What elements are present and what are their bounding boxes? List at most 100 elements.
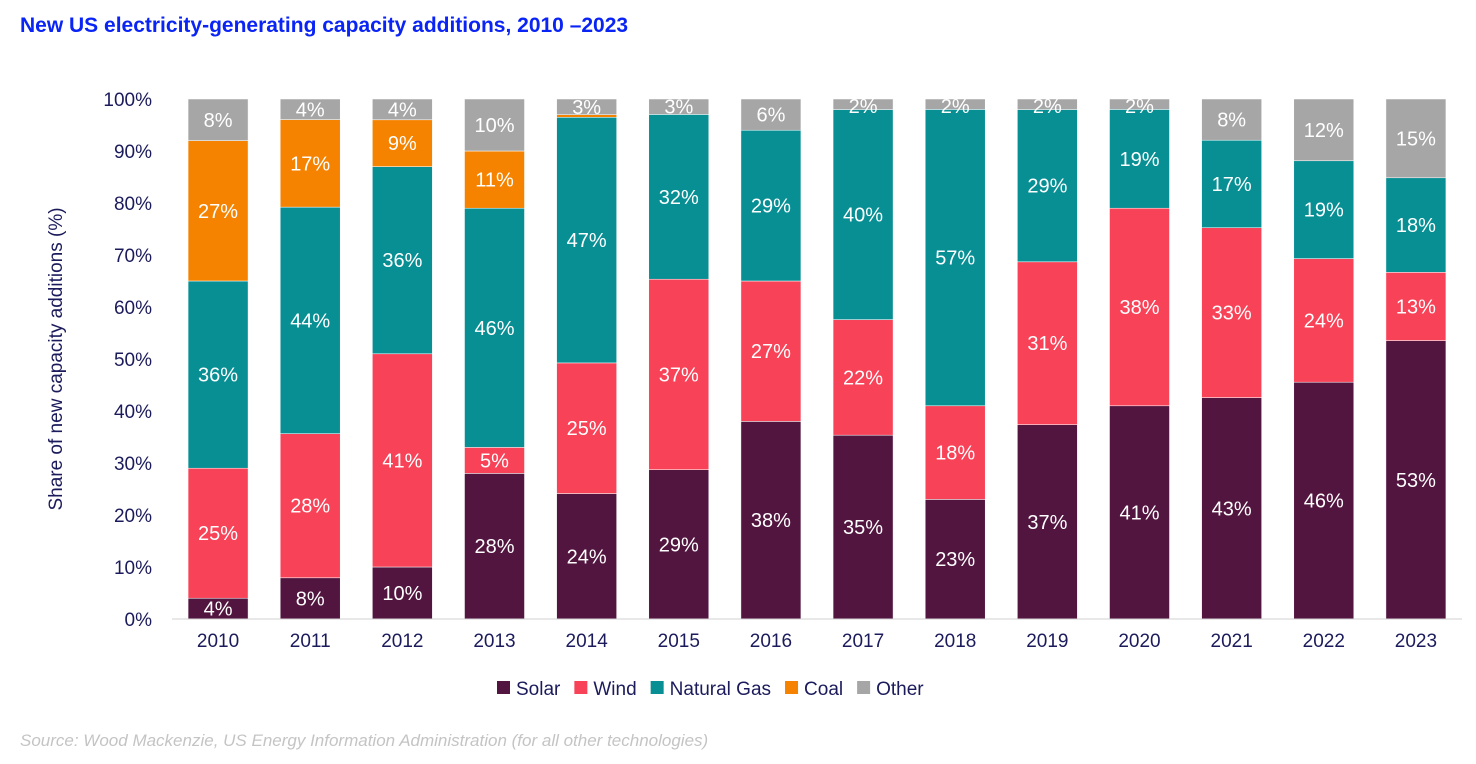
data-label: 17% [290, 153, 330, 175]
y-tick-label: 100% [103, 90, 152, 111]
bar-stack-2018: 23% 18% 57% 2% [924, 96, 986, 620]
y-tick-label: 20% [114, 506, 152, 527]
y-tick-label: 70% [114, 246, 152, 267]
bar-segment-solar [924, 499, 986, 620]
data-label: 38% [751, 510, 791, 532]
data-label: 25% [198, 523, 238, 545]
bar-stack-2016: 38% 27% 29% 6% [740, 98, 802, 620]
bar-segment-natural-gas [187, 280, 249, 469]
data-label: 5% [480, 450, 509, 472]
x-tick-label: 2017 [842, 631, 884, 652]
data-label: 37% [1027, 512, 1067, 534]
data-label: 41% [1119, 502, 1159, 524]
bar-segment-natural-gas [1385, 177, 1447, 273]
data-label: 46% [474, 318, 514, 340]
data-label: 13% [1396, 296, 1436, 318]
data-label: 4% [388, 99, 417, 121]
y-tick-label: 0% [125, 610, 153, 631]
y-axis-label: Share of new capacity additions (%) [46, 207, 67, 510]
x-tick-label: 2019 [1026, 631, 1068, 652]
bar-stack-2011: 8% 28% 44% 17% 4% [279, 98, 341, 620]
legend-swatch [497, 681, 510, 694]
bars: 4% 25% 36% 27% 8% 8% 28% 44% 17% 4% 10% 41% 36% 9% 4% 2… [187, 96, 1447, 621]
bar-segment-solar [832, 434, 894, 620]
x-axis: 2010 2011 2012 2013 2014 2015 2016 2017 2018 2019… [172, 618, 1462, 652]
data-label: 29% [659, 534, 699, 556]
data-label: 46% [1304, 491, 1344, 513]
y-tick-label: 50% [114, 350, 152, 371]
data-label: 27% [751, 341, 791, 363]
x-tick-label: 2016 [750, 631, 792, 652]
bar-segment-coal [372, 119, 433, 167]
data-label: 19% [1119, 149, 1159, 171]
bar-segment-wind [556, 362, 617, 494]
legend: Solar Wind Natural Gas Coal Other [497, 679, 924, 700]
data-label: 18% [935, 443, 975, 465]
bar-segment-solar [1109, 405, 1170, 620]
data-label: 29% [751, 196, 791, 218]
data-label: 31% [1027, 333, 1067, 355]
data-label: 12% [1304, 120, 1344, 142]
y-tick-label: 30% [114, 454, 152, 475]
legend-item-coal: Coal [785, 679, 843, 700]
bar-segment-other [556, 98, 617, 115]
x-tick-label: 2014 [566, 631, 609, 652]
bar-segment-solar [556, 493, 617, 620]
data-label: 3% [664, 97, 693, 119]
bar-segment-natural-gas [556, 117, 617, 364]
legend-label: Natural Gas [670, 679, 771, 700]
data-label: 2% [849, 96, 878, 118]
bar-segment-coal [187, 140, 249, 282]
data-label: 36% [382, 250, 422, 272]
y-tick-label: 10% [114, 558, 152, 579]
data-label: 47% [567, 230, 607, 252]
bar-segment-other [279, 98, 341, 120]
legend-item-solar: Solar [497, 679, 561, 700]
data-label: 8% [296, 588, 325, 610]
bar-segment-other [648, 98, 710, 115]
legend-swatch [857, 681, 871, 694]
data-label: 11% [475, 170, 514, 192]
bar-segment-natural-gas [740, 129, 802, 282]
data-label: 32% [659, 187, 699, 209]
data-label: 40% [843, 205, 883, 227]
data-label: 10% [382, 583, 422, 605]
source-note: Source: Wood Mackenzie, US Energy Inform… [20, 731, 709, 750]
data-label: 2% [1125, 96, 1154, 118]
bar-segment-other [832, 98, 894, 110]
y-tick-label: 60% [114, 298, 152, 319]
bar-segment-wind [1385, 272, 1447, 341]
data-label: 4% [204, 599, 233, 621]
bar-segment-wind [279, 433, 341, 579]
data-label: 25% [567, 418, 607, 440]
data-label: 35% [843, 517, 883, 539]
bar-segment-natural-gas [372, 166, 433, 355]
data-label: 10% [474, 115, 514, 137]
legend-label: Other [876, 679, 924, 700]
bar-segment-wind [1017, 261, 1078, 425]
legend-item-wind: Wind [574, 679, 637, 700]
bar-stack-2019: 37% 31% 29% 2% [1017, 96, 1078, 620]
data-label: 37% [659, 364, 699, 386]
data-label: 2% [1033, 96, 1062, 118]
legend-item-natural-gas: Natural Gas [650, 679, 771, 700]
bar-segment-other [1201, 98, 1262, 141]
data-label: 17% [1212, 174, 1252, 196]
bar-segment-natural-gas [1293, 160, 1355, 259]
bar-segment-natural-gas [648, 114, 710, 280]
bar-segment-other [464, 98, 525, 152]
x-tick-label: 2021 [1211, 631, 1253, 652]
bar-segment-natural-gas [1017, 109, 1078, 263]
bar-segment-wind [1293, 258, 1355, 383]
x-tick-label: 2018 [934, 631, 976, 652]
bar-segment-wind [740, 280, 802, 422]
bar-segment-other [740, 98, 802, 131]
bar-segment-natural-gas [464, 207, 525, 448]
data-label: 8% [204, 110, 233, 132]
x-tick-label: 2022 [1303, 631, 1345, 652]
legend-item-other: Other [857, 679, 924, 700]
bar-stack-2017: 35% 22% 40% 2% [832, 96, 894, 620]
data-label: 36% [198, 365, 238, 387]
data-label: 9% [388, 133, 417, 155]
